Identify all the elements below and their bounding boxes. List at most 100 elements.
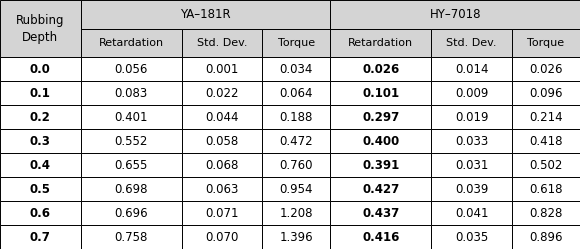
Bar: [0, 57, 81, 81]
Bar: [81, 129, 182, 153]
Bar: [81, 225, 182, 249]
Bar: [182, 177, 262, 201]
Text: 0.427: 0.427: [362, 183, 400, 195]
Bar: [81, 0, 330, 29]
Bar: [330, 57, 432, 81]
Text: 0.026: 0.026: [529, 63, 563, 76]
Bar: [262, 153, 330, 177]
Text: 0.502: 0.502: [529, 159, 563, 172]
Text: 0.400: 0.400: [362, 135, 400, 148]
Text: 0.041: 0.041: [455, 207, 488, 220]
Bar: [81, 177, 182, 201]
Bar: [262, 105, 330, 129]
Bar: [262, 81, 330, 105]
Text: 0.022: 0.022: [205, 87, 238, 100]
Bar: [182, 153, 262, 177]
Bar: [182, 201, 262, 225]
Text: 0.401: 0.401: [114, 111, 148, 124]
Bar: [330, 201, 432, 225]
Text: 0.058: 0.058: [205, 135, 238, 148]
Bar: [330, 225, 432, 249]
Text: 0.034: 0.034: [280, 63, 313, 76]
Bar: [432, 105, 512, 129]
Bar: [512, 201, 580, 225]
Bar: [432, 201, 512, 225]
Bar: [81, 201, 182, 225]
Bar: [0, 105, 81, 129]
Bar: [512, 57, 580, 81]
Text: 0.035: 0.035: [455, 231, 488, 244]
Text: 1.396: 1.396: [280, 231, 313, 244]
Text: 0.418: 0.418: [529, 135, 563, 148]
Bar: [81, 105, 182, 129]
Text: 0.552: 0.552: [114, 135, 148, 148]
Bar: [330, 177, 432, 201]
Bar: [81, 29, 182, 57]
Text: 0.437: 0.437: [362, 207, 400, 220]
Bar: [330, 81, 432, 105]
Text: 0.070: 0.070: [205, 231, 238, 244]
Text: 0.096: 0.096: [529, 87, 563, 100]
Text: 0.416: 0.416: [362, 231, 400, 244]
Bar: [330, 0, 580, 29]
Text: 0.009: 0.009: [455, 87, 488, 100]
Text: 0.698: 0.698: [114, 183, 148, 195]
Text: 0.6: 0.6: [30, 207, 51, 220]
Text: Torque: Torque: [527, 38, 564, 48]
Bar: [0, 0, 81, 57]
Bar: [432, 153, 512, 177]
Text: 0.7: 0.7: [30, 231, 50, 244]
Text: 0.063: 0.063: [205, 183, 238, 195]
Bar: [432, 29, 512, 57]
Text: 0.071: 0.071: [205, 207, 238, 220]
Text: 0.031: 0.031: [455, 159, 488, 172]
Text: 0.954: 0.954: [280, 183, 313, 195]
Text: 0.297: 0.297: [362, 111, 400, 124]
Bar: [432, 81, 512, 105]
Bar: [182, 57, 262, 81]
Bar: [81, 81, 182, 105]
Bar: [512, 225, 580, 249]
Bar: [262, 225, 330, 249]
Text: 0.828: 0.828: [529, 207, 563, 220]
Text: 0.068: 0.068: [205, 159, 238, 172]
Bar: [182, 129, 262, 153]
Bar: [512, 177, 580, 201]
Text: 0.1: 0.1: [30, 87, 50, 100]
Text: 0.001: 0.001: [205, 63, 238, 76]
Bar: [182, 81, 262, 105]
Text: YA–181R: YA–181R: [180, 8, 231, 21]
Text: 0.033: 0.033: [455, 135, 488, 148]
Bar: [512, 29, 580, 57]
Text: 0.056: 0.056: [114, 63, 148, 76]
Text: 0.101: 0.101: [362, 87, 399, 100]
Text: 0.3: 0.3: [30, 135, 50, 148]
Bar: [262, 201, 330, 225]
Bar: [330, 105, 432, 129]
Bar: [262, 129, 330, 153]
Text: 1.208: 1.208: [280, 207, 313, 220]
Text: Std. Dev.: Std. Dev.: [446, 38, 496, 48]
Bar: [330, 29, 432, 57]
Text: Torque: Torque: [278, 38, 315, 48]
Bar: [512, 129, 580, 153]
Text: 0.014: 0.014: [455, 63, 488, 76]
Bar: [0, 201, 81, 225]
Bar: [182, 105, 262, 129]
Bar: [0, 225, 81, 249]
Text: 0.2: 0.2: [30, 111, 50, 124]
Text: Retardation: Retardation: [99, 38, 164, 48]
Text: 0.472: 0.472: [280, 135, 313, 148]
Bar: [330, 129, 432, 153]
Text: 0.391: 0.391: [362, 159, 400, 172]
Text: Std. Dev.: Std. Dev.: [197, 38, 247, 48]
Text: 0.019: 0.019: [455, 111, 488, 124]
Bar: [0, 177, 81, 201]
Bar: [182, 29, 262, 57]
Text: 0.696: 0.696: [114, 207, 148, 220]
Text: 0.896: 0.896: [529, 231, 563, 244]
Text: Rubbing
Depth: Rubbing Depth: [16, 14, 64, 44]
Bar: [0, 153, 81, 177]
Bar: [512, 153, 580, 177]
Bar: [0, 129, 81, 153]
